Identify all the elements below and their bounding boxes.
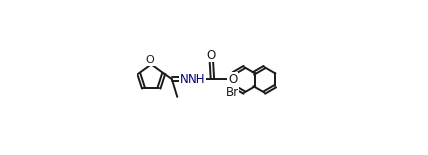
- Text: O: O: [207, 49, 216, 62]
- Text: O: O: [145, 55, 154, 65]
- Text: NH: NH: [188, 73, 206, 86]
- Text: N: N: [180, 73, 189, 86]
- Text: Br: Br: [226, 86, 238, 99]
- Text: O: O: [228, 73, 237, 86]
